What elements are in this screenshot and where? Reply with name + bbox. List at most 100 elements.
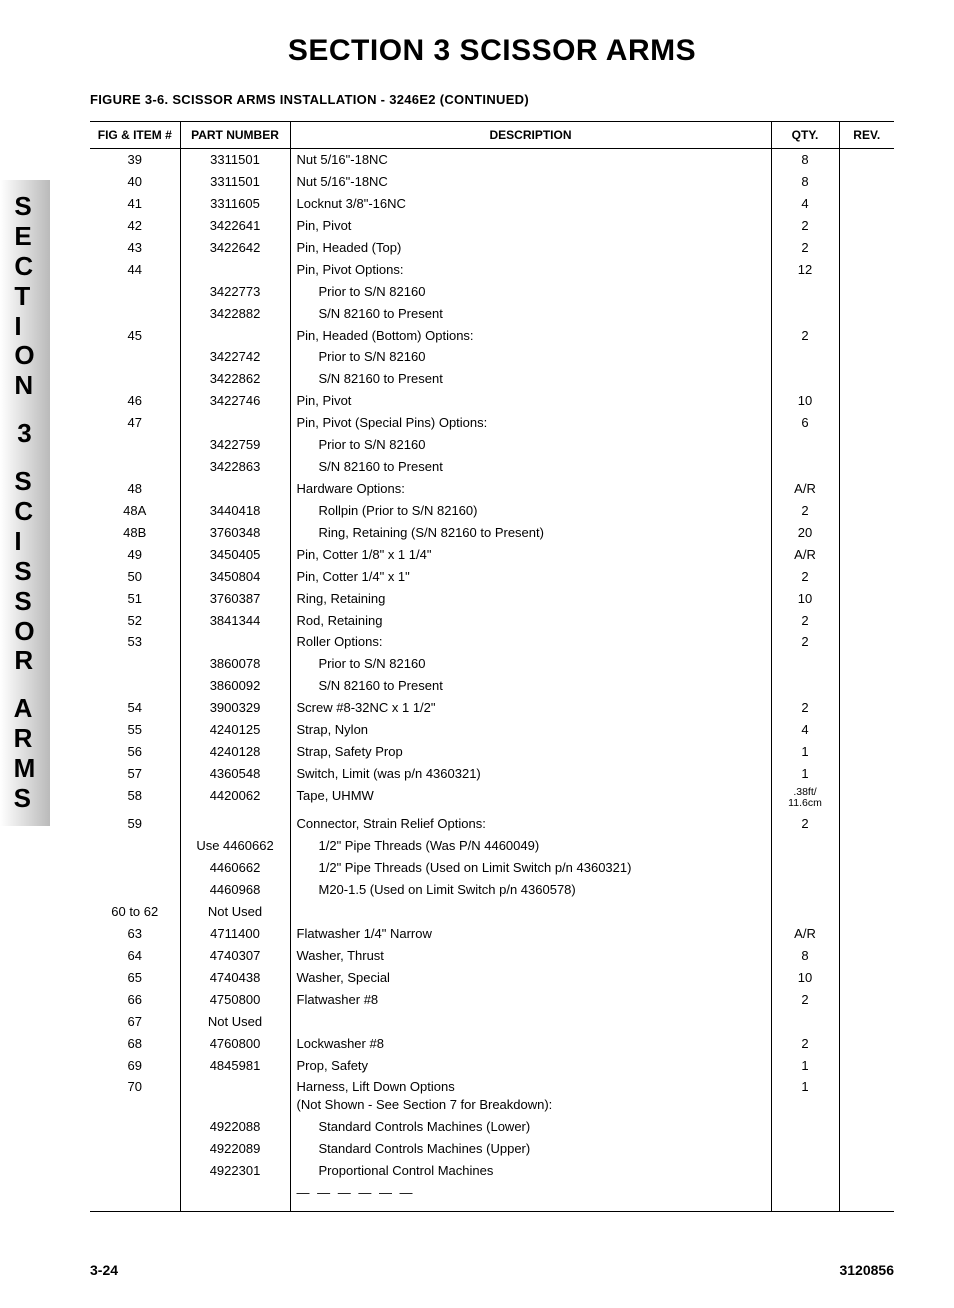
cell-rev (839, 857, 894, 879)
cell-rev (839, 835, 894, 857)
cell-desc: Harness, Lift Down Options(Not Shown - S… (290, 1076, 771, 1115)
cell-rev (839, 1116, 894, 1138)
cell-rev (839, 967, 894, 989)
header-pn: PART NUMBER (180, 122, 290, 149)
table-row: 694845981Prop, Safety1 (90, 1054, 894, 1076)
cell-fig: 59 (90, 813, 180, 835)
cell-qty: A/R (771, 544, 839, 566)
cell-fig (90, 302, 180, 324)
cell-qty: 2 (771, 1032, 839, 1054)
cell-qty: 10 (771, 587, 839, 609)
cell-qty: 1 (771, 1054, 839, 1076)
table-row: 3860092S/N 82160 to Present (90, 675, 894, 697)
cell-rev (839, 989, 894, 1011)
cell-qty (771, 281, 839, 303)
table-row: 463422746Pin, Pivot10 (90, 390, 894, 412)
cell-pn: 4845981 (180, 1054, 290, 1076)
cell-pn: 3422742 (180, 346, 290, 368)
side-tab-line4: ARMS (14, 694, 37, 814)
cell-desc: Ring, Retaining (290, 587, 771, 609)
footer-left: 3-24 (90, 1262, 118, 1278)
side-tab-line2: 3 (17, 419, 32, 449)
cell-pn: 3450405 (180, 544, 290, 566)
footer-right: 3120856 (839, 1262, 894, 1278)
cell-pn: 3900329 (180, 697, 290, 719)
table-row: 45Pin, Headed (Bottom) Options:2 (90, 324, 894, 346)
cell-qty (771, 901, 839, 923)
cell-rev (839, 1076, 894, 1115)
cell-desc: Proportional Control Machines (290, 1160, 771, 1182)
cell-pn: 4922088 (180, 1116, 290, 1138)
table-row: 3422773Prior to S/N 82160 (90, 281, 894, 303)
table-row: 664750800Flatwasher #82 (90, 989, 894, 1011)
cell-desc: Ring, Retaining (S/N 82160 to Present) (290, 522, 771, 544)
cell-rev (839, 923, 894, 945)
cell-pn: 3311501 (180, 149, 290, 171)
cell-fig: 64 (90, 945, 180, 967)
header-desc: DESCRIPTION (290, 122, 771, 149)
cell-pn (180, 1076, 290, 1115)
cell-qty: A/R (771, 923, 839, 945)
table-row: 3422882S/N 82160 to Present (90, 302, 894, 324)
page-footer: 3-24 3120856 (90, 1262, 894, 1278)
cell-fig (90, 857, 180, 879)
cell-fig (90, 1160, 180, 1182)
cell-pn (180, 412, 290, 434)
cell-qty: 2 (771, 566, 839, 588)
table-row: 543900329Screw #8-32NC x 1 1/2"2 (90, 697, 894, 719)
cell-fig: 49 (90, 544, 180, 566)
cell-desc (290, 901, 771, 923)
cell-rev (839, 1160, 894, 1182)
cell-qty (771, 1116, 839, 1138)
cell-pn: 3422759 (180, 434, 290, 456)
cell-pn: 3841344 (180, 609, 290, 631)
cell-desc: Roller Options: (290, 631, 771, 653)
cell-fig: 66 (90, 989, 180, 1011)
table-row: 423422641Pin, Pivot2 (90, 215, 894, 237)
cell-rev (839, 149, 894, 171)
table-row: 48B3760348Ring, Retaining (S/N 82160 to … (90, 522, 894, 544)
cell-qty: 10 (771, 967, 839, 989)
table-row: 403311501Nut 5/16"-18NC8 (90, 171, 894, 193)
cell-fig (90, 456, 180, 478)
table-row: 67Not Used (90, 1011, 894, 1033)
cell-desc: S/N 82160 to Present (290, 302, 771, 324)
cell-fig: 54 (90, 697, 180, 719)
cell-desc: Nut 5/16"-18NC (290, 149, 771, 171)
cell-fig: 48A (90, 500, 180, 522)
cell-rev (839, 785, 894, 813)
cell-pn: Not Used (180, 901, 290, 923)
cell-desc: Prior to S/N 82160 (290, 653, 771, 675)
cell-pn: 3450804 (180, 566, 290, 588)
cell-pn (180, 259, 290, 281)
table-row: 48A3440418Rollpin (Prior to S/N 82160)2 (90, 500, 894, 522)
cell-fig (90, 368, 180, 390)
cell-desc: S/N 82160 to Present (290, 368, 771, 390)
cell-qty: 10 (771, 390, 839, 412)
table-row: 523841344Rod, Retaining2 (90, 609, 894, 631)
cell-qty (771, 835, 839, 857)
cell-pn: 4740307 (180, 945, 290, 967)
table-row: 4922088Standard Controls Machines (Lower… (90, 1116, 894, 1138)
cell-fig (90, 653, 180, 675)
table-row: 48Hardware Options:A/R (90, 478, 894, 500)
cell-fig (90, 835, 180, 857)
cell-desc: Washer, Thrust (290, 945, 771, 967)
cell-pn: 3422746 (180, 390, 290, 412)
cell-rev (839, 500, 894, 522)
cell-desc: Prior to S/N 82160 (290, 346, 771, 368)
cell-desc: Pin, Pivot Options: (290, 259, 771, 281)
table-row: 554240125Strap, Nylon4 (90, 719, 894, 741)
cell-qty: 2 (771, 215, 839, 237)
header-fig: FIG & ITEM # (90, 122, 180, 149)
cell-desc: Rollpin (Prior to S/N 82160) (290, 500, 771, 522)
cell-rev (839, 1182, 894, 1212)
cell-rev (839, 281, 894, 303)
cell-rev (839, 478, 894, 500)
side-tab: SECTION 3 SCISSOR ARMS (0, 180, 50, 826)
cell-pn: 4360548 (180, 763, 290, 785)
cell-desc: Strap, Nylon (290, 719, 771, 741)
cell-pn: 4420062 (180, 785, 290, 813)
cell-desc: Prior to S/N 82160 (290, 434, 771, 456)
cell-fig: 56 (90, 741, 180, 763)
